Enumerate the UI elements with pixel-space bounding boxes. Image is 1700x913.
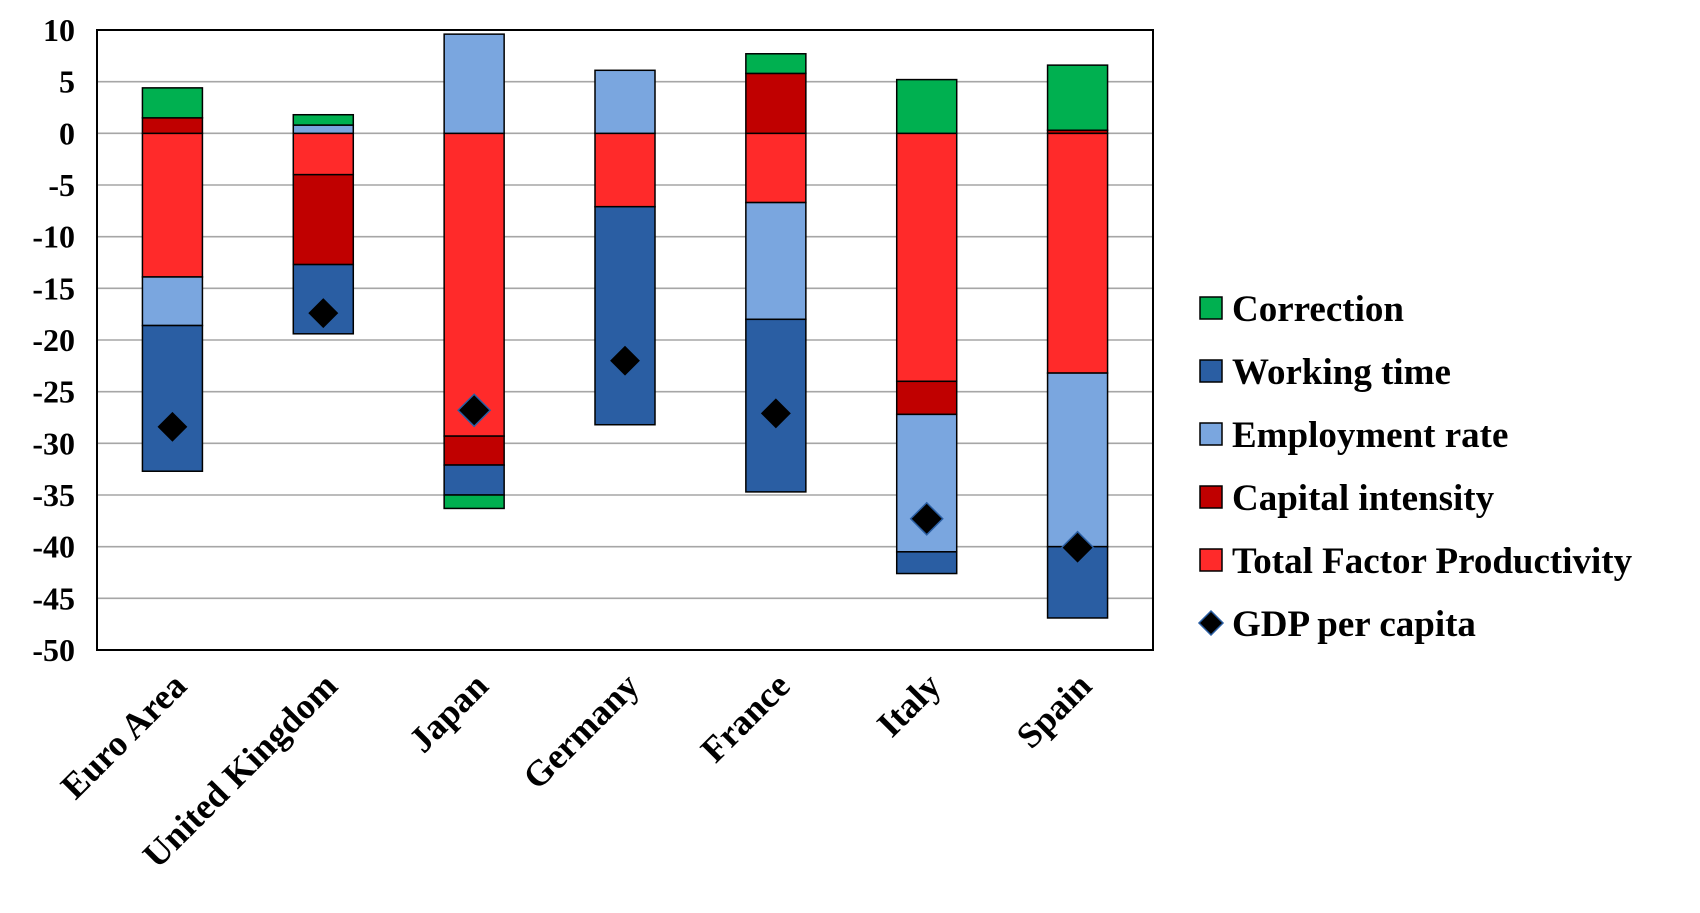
- legend-swatch-working-time: [1199, 359, 1223, 383]
- y-tick-label: -30: [32, 425, 75, 461]
- bar-total-factor-productivity-euro-area: [141, 132, 204, 278]
- legend-label: Correction: [1232, 289, 1404, 330]
- y-tick-label: -5: [48, 167, 75, 203]
- bar-total-factor-productivity-italy: [895, 132, 958, 383]
- bar-capital-intensity-italy: [895, 380, 958, 416]
- gdp-marker-germany: [607, 343, 643, 378]
- legend-label: GDP per capita: [1232, 604, 1476, 645]
- gdp-marker-france: [758, 396, 793, 431]
- legend-swatch-capital-intensity: [1199, 485, 1223, 509]
- bar-capital-intensity-france: [745, 72, 807, 135]
- bar-total-factor-productivity-france: [745, 132, 807, 204]
- bar-employment-rate-united-kingdom: [292, 124, 355, 135]
- gdp-marker-italy: [909, 501, 944, 536]
- legend-label: Working time: [1232, 352, 1451, 393]
- y-tick-label: -50: [32, 632, 75, 668]
- legend-label: Employment rate: [1232, 415, 1508, 456]
- gdp-marker-united-kingdom: [306, 296, 341, 331]
- x-category-label: Italy: [869, 665, 948, 744]
- y-tick-label: -25: [32, 374, 75, 410]
- bar-correction-euro-area: [141, 87, 204, 119]
- gdp-marker-japan: [457, 393, 492, 428]
- x-category-label: France: [693, 665, 798, 770]
- y-tick-label: -40: [32, 529, 75, 565]
- bar-total-factor-productivity-germany: [594, 132, 656, 208]
- y-axis-ticks: 10 5 0 -5 -10 -15 -20 -25 -30 -35 -40 -45 -50: [32, 12, 75, 668]
- legend-swatch-gdp-per-capita: [1197, 609, 1225, 637]
- legend-label: Total Factor Productivity: [1232, 541, 1633, 582]
- x-category-label: Spain: [1009, 665, 1100, 756]
- bar-working-time-germany: [594, 205, 656, 426]
- x-category-label: Germany: [515, 665, 646, 796]
- bar-capital-intensity-euro-area: [141, 117, 204, 135]
- gdp-marker-euro-area: [155, 409, 190, 444]
- x-category-label: Japan: [401, 665, 496, 760]
- legend-label: Capital intensity: [1232, 478, 1495, 519]
- y-tick-label: -20: [32, 322, 75, 358]
- bar-correction-italy: [895, 78, 958, 135]
- bar-correction-japan: [443, 494, 505, 510]
- y-tick-label: -15: [32, 270, 75, 306]
- bar-total-factor-productivity-japan: [443, 132, 505, 437]
- bar-total-factor-productivity-spain: [1046, 132, 1109, 374]
- y-tick-label: 5: [59, 64, 75, 100]
- bar-correction-spain: [1046, 64, 1109, 131]
- y-tick-label: -45: [32, 580, 75, 616]
- y-tick-label: -10: [32, 219, 75, 255]
- x-category-label: Euro Area: [53, 665, 194, 806]
- y-tick-label: 0: [59, 115, 75, 151]
- bar-employment-rate-japan: [443, 33, 505, 135]
- bar-capital-intensity-united-kingdom: [292, 173, 355, 266]
- bar-employment-rate-spain: [1046, 372, 1109, 548]
- bar-employment-rate-france: [745, 201, 807, 321]
- legend-swatch-employment-rate: [1199, 422, 1223, 446]
- bar-total-factor-productivity-united-kingdom: [292, 132, 355, 176]
- legend: Correction Working time Employment rate Cap…: [1197, 289, 1633, 645]
- legend-swatch-total-factor-productivity: [1199, 548, 1223, 572]
- bar-working-time-japan: [443, 464, 505, 496]
- bar-working-time-italy: [895, 551, 958, 575]
- plot-area-frame: [96, 29, 1154, 651]
- legend-swatch-correction: [1199, 296, 1223, 320]
- bar-working-time-euro-area: [141, 324, 204, 472]
- bar-correction-united-kingdom: [292, 113, 355, 126]
- bar-employment-rate-germany: [594, 69, 656, 135]
- gdp-markers: [155, 296, 1095, 565]
- gdp-marker-spain: [1060, 530, 1095, 565]
- y-tick-label: -35: [32, 477, 75, 513]
- bars: [141, 33, 1109, 619]
- y-tick-label: 10: [43, 12, 75, 48]
- bar-employment-rate-euro-area: [141, 276, 204, 327]
- bar-capital-intensity-japan: [443, 435, 505, 466]
- bar-correction-france: [745, 53, 807, 75]
